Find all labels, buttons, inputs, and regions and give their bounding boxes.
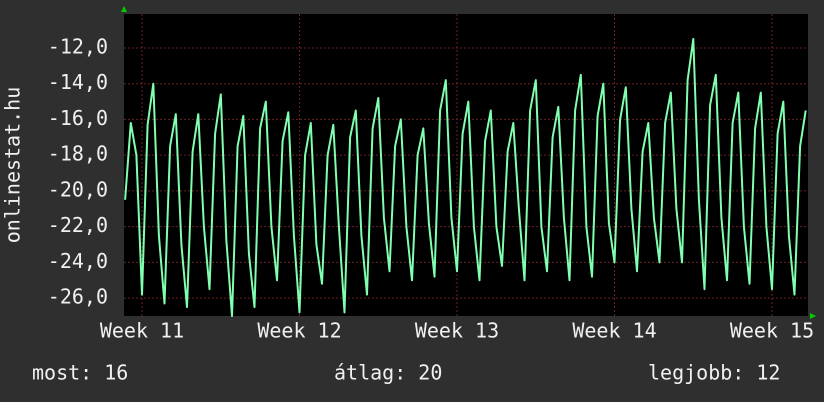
y-tick-label: -14,0 (48, 70, 108, 94)
y-tick-label: -20,0 (48, 177, 108, 201)
footer-average: átlag: 20 (334, 361, 442, 385)
y-tick-label: -18,0 (48, 142, 108, 166)
y-tick-label: -12,0 (48, 34, 108, 58)
y-tick-label: -26,0 (48, 285, 108, 309)
y-axis-arrow (121, 6, 127, 12)
x-tick-label: Week 14 (572, 319, 656, 343)
x-tick-label: Week 15 (730, 319, 814, 343)
y-axis-label: onlinestat.hu (1, 87, 25, 244)
y-tick-label: -24,0 (48, 249, 108, 273)
x-tick-label: Week 12 (257, 319, 341, 343)
footer-current: most: 16 (32, 361, 128, 385)
x-tick-label: Week 13 (415, 319, 499, 343)
x-tick-label: Week 11 (100, 319, 184, 343)
x-axis-arrow (810, 313, 816, 319)
y-tick-label: -16,0 (48, 106, 108, 130)
footer-best: legjobb: 12 (648, 361, 780, 385)
data-line (124, 38, 807, 317)
y-tick-label: -22,0 (48, 213, 108, 237)
